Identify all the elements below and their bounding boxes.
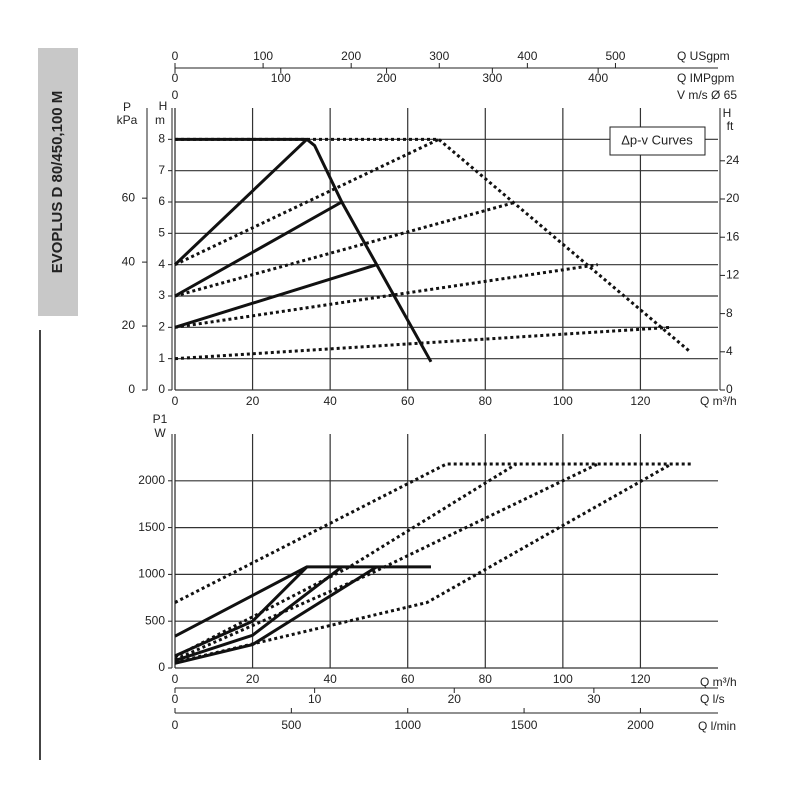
curve: [174, 462, 673, 664]
y-axis-label: m: [155, 113, 165, 127]
extra-tick-label: 300: [482, 71, 502, 85]
x-tick-label: 60: [401, 672, 415, 686]
extra-tick-label: 0: [172, 49, 179, 63]
extra-axis-label: Q l/min: [698, 719, 736, 733]
y-tick-label: 6: [158, 194, 165, 208]
extra-axis-label: Q l/s: [700, 692, 725, 706]
extra-tick-label: 0: [172, 692, 179, 706]
extra-tick-label: 500: [605, 49, 625, 63]
y-tick-label: 1500: [138, 520, 165, 534]
extra-tick-label: 20: [448, 692, 462, 706]
y-tick-label: 500: [145, 613, 165, 627]
extra-axis-label: kPa: [117, 113, 138, 127]
side-title-box: [38, 48, 78, 316]
extra-tick-label: 0: [172, 718, 179, 732]
y-tick-label: 2000: [138, 473, 165, 487]
x-tick-label: 120: [630, 672, 650, 686]
extra-tick-label: 16: [726, 229, 740, 243]
y-tick-label: 7: [158, 163, 165, 177]
x-axis-label: Q m³/h: [700, 394, 737, 408]
extra-tick-label: 200: [377, 71, 397, 85]
y-tick-label: 1: [158, 351, 165, 365]
legend-text: Δp-v Curves: [621, 132, 693, 147]
curve: [175, 137, 433, 363]
y-tick-label: 5: [158, 226, 165, 240]
extra-axis-label: Q USgpm: [677, 49, 730, 63]
extra-tick-label: 1000: [394, 718, 421, 732]
extra-tick-label: 8: [726, 306, 733, 320]
y-axis-label: W: [154, 426, 166, 440]
extra-tick-label: 20: [726, 191, 740, 205]
y-tick-label: 0: [158, 382, 165, 396]
curve: [174, 263, 378, 329]
y-tick-label: 2: [158, 320, 165, 334]
curve: [174, 325, 672, 361]
legend-box: [609, 126, 706, 156]
x-axis-label: Q m³/h: [700, 675, 737, 689]
curve: [174, 200, 517, 298]
x-tick-label: 80: [479, 672, 493, 686]
x-tick-label: 20: [246, 394, 260, 408]
extra-tick-label: 300: [429, 49, 449, 63]
extra-tick-label: 200: [341, 49, 361, 63]
extra-tick-label: 4: [726, 344, 733, 358]
curve: [174, 462, 518, 659]
extra-tick-label: 30: [587, 692, 601, 706]
extra-tick-label: 0: [128, 382, 135, 396]
extra-tick-label: 400: [588, 71, 608, 85]
curve: [174, 565, 343, 662]
extra-tick-label: 2000: [627, 718, 654, 732]
extra-tick-label: 0: [726, 382, 733, 396]
extra-tick-label: 100: [271, 71, 291, 85]
x-tick-label: 20: [246, 672, 260, 686]
extra-tick-label: 12: [726, 268, 740, 282]
y-tick-label: 8: [158, 132, 165, 146]
curve: [173, 138, 308, 266]
y-tick-label: 0: [158, 660, 165, 674]
y-axis-label: H: [159, 99, 168, 113]
y-tick-label: 1000: [138, 567, 165, 581]
x-tick-label: 40: [323, 394, 337, 408]
extra-tick-label: 20: [122, 318, 136, 332]
extra-tick-label: 0: [172, 88, 179, 102]
extra-axis-label: H: [723, 106, 732, 120]
x-tick-label: 60: [401, 394, 415, 408]
curve: [174, 263, 598, 329]
extra-tick-label: 24: [726, 153, 740, 167]
curve: [174, 137, 440, 267]
y-tick-label: 4: [158, 257, 165, 271]
curve: [174, 462, 599, 661]
extra-axis-label: Q IMPgpm: [677, 71, 734, 85]
extra-tick-label: 100: [253, 49, 273, 63]
extra-tick-label: 400: [517, 49, 537, 63]
extra-axis-label: V m/s Ø 65: [677, 88, 737, 102]
extra-tick-label: 40: [122, 254, 136, 268]
x-tick-label: 80: [479, 394, 493, 408]
extra-tick-label: 500: [281, 718, 301, 732]
x-tick-label: 0: [172, 394, 179, 408]
extra-tick-label: 60: [122, 190, 136, 204]
extra-tick-label: 0: [172, 71, 179, 85]
curve: [174, 565, 431, 638]
extra-axis-label: P: [123, 100, 131, 114]
x-tick-label: 40: [323, 672, 337, 686]
x-tick-label: 100: [553, 394, 573, 408]
extra-axis-label: ft: [727, 119, 734, 133]
x-tick-label: 0: [172, 672, 179, 686]
y-axis-label: P1: [153, 412, 168, 426]
side-title: EVOPLUS D 80/450,100 M: [49, 91, 66, 274]
x-tick-label: 100: [553, 672, 573, 686]
x-tick-label: 120: [630, 394, 650, 408]
extra-tick-label: 10: [308, 692, 322, 706]
extra-tick-label: 1500: [511, 718, 538, 732]
curve: [174, 200, 343, 298]
y-tick-label: 3: [158, 288, 165, 302]
curve: [174, 565, 308, 658]
